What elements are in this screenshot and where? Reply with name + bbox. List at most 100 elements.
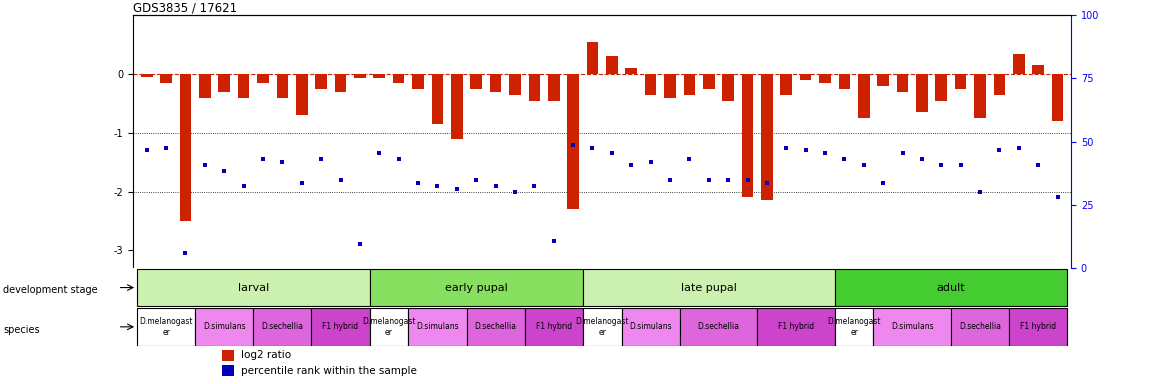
Point [467,177,485,183]
Point [777,144,796,151]
Bar [582,308,622,346]
Text: larval: larval [237,283,269,293]
Point [913,156,931,162]
Point [428,183,447,189]
Bar [467,308,525,346]
Bar [254,308,312,346]
Text: F1 hybrid: F1 hybrid [778,322,814,331]
Text: species: species [3,325,41,335]
Bar [222,365,234,376]
Bar [470,74,482,89]
Point [642,159,660,165]
Bar [1009,308,1068,346]
Text: D.sechellia: D.sechellia [262,322,303,331]
Bar [994,74,1005,94]
Point [584,144,602,151]
Bar [409,308,467,346]
Text: D.melanogast
er: D.melanogast er [362,317,416,336]
Bar [683,74,695,94]
Bar [951,308,1009,346]
Text: D.simulans: D.simulans [891,322,933,331]
Point [855,162,873,168]
Bar [974,74,985,118]
Bar [680,308,757,346]
Bar [645,74,657,94]
Bar [199,74,211,98]
Point [312,156,330,162]
Point [970,189,989,195]
Point [797,147,815,154]
Bar [819,74,830,83]
Bar [196,308,254,346]
Point [273,159,292,165]
Text: F1 hybrid: F1 hybrid [322,322,359,331]
Text: F1 hybrid: F1 hybrid [536,322,572,331]
Bar [354,74,366,78]
Point [351,242,369,248]
Point [215,168,234,174]
Bar [219,74,230,92]
Bar [412,74,424,89]
Text: D.simulans: D.simulans [416,322,459,331]
Text: early pupal: early pupal [445,283,507,293]
Bar [741,74,754,197]
Bar [432,74,444,124]
Point [525,183,543,189]
Point [815,150,834,156]
Text: D.melanogast
er: D.melanogast er [827,317,881,336]
Bar [528,74,540,101]
Text: GDS3835 / 17621: GDS3835 / 17621 [133,1,237,14]
Point [757,180,776,186]
Bar [582,269,835,306]
Bar [665,74,676,98]
Bar [1033,65,1045,74]
Bar [800,74,812,80]
Point [486,183,505,189]
Bar [510,74,521,94]
Bar [858,74,870,118]
Point [196,162,214,168]
Text: development stage: development stage [3,285,98,295]
Point [990,147,1009,154]
Point [234,183,252,189]
Point [602,150,621,156]
Text: late pupal: late pupal [681,283,736,293]
Point [371,150,389,156]
Point [932,162,951,168]
Bar [838,74,850,89]
Point [1010,144,1028,151]
Bar [179,74,191,221]
Point [874,180,893,186]
Text: adult: adult [937,283,966,293]
Bar [1013,53,1025,74]
Point [835,156,853,162]
Point [176,250,195,256]
Bar [548,74,559,101]
Bar [606,56,617,74]
Point [622,162,640,168]
Text: log2 ratio: log2 ratio [241,350,291,360]
Bar [587,42,599,74]
Text: D.sechellia: D.sechellia [959,322,1001,331]
Bar [567,74,579,209]
Bar [916,74,928,112]
Bar [878,74,889,86]
Bar [873,308,951,346]
Point [389,156,408,162]
Text: D.simulans: D.simulans [629,322,672,331]
Bar [622,308,680,346]
Text: D.sechellia: D.sechellia [697,322,740,331]
Point [544,238,563,245]
Point [409,180,427,186]
Bar [222,350,234,361]
Bar [625,68,637,74]
Bar [450,74,463,139]
Bar [896,74,908,92]
Bar [296,74,308,115]
Bar [369,269,582,306]
Bar [780,74,792,94]
Text: D.melanogast
er: D.melanogast er [139,317,193,336]
Text: D.sechellia: D.sechellia [475,322,516,331]
Bar [835,308,873,346]
Point [254,156,272,162]
